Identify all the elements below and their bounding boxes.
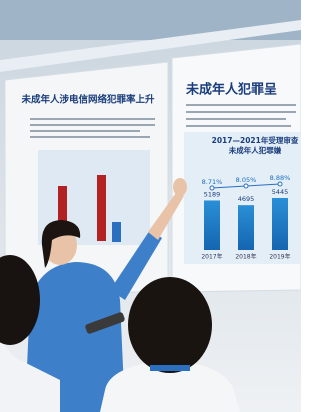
- student-right-hair: [128, 277, 212, 373]
- chart-title: 未成年人犯罪嫌: [229, 145, 282, 155]
- year-label: 2019年: [269, 253, 290, 261]
- bar-value: 5445: [272, 188, 289, 196]
- left-bar: [58, 186, 67, 226]
- bar-value: 5189: [204, 190, 221, 198]
- left-bar: [97, 175, 106, 241]
- rate-dot: [278, 182, 282, 186]
- chart-title: 2017—2021年受理审查: [212, 135, 299, 145]
- right-title: 未成年人犯罪呈: [185, 82, 277, 98]
- bar-value: 4695: [238, 195, 255, 203]
- bar: [204, 200, 220, 250]
- rate-label: 8.05%: [236, 176, 257, 184]
- bar: [238, 205, 254, 250]
- bar: [272, 198, 288, 250]
- rate-dot: [244, 184, 248, 188]
- rate-label: 8.71%: [202, 178, 223, 186]
- left-bar: [112, 222, 121, 242]
- year-label: 2018年: [235, 253, 256, 261]
- rate-dot: [210, 186, 214, 190]
- collar-stripe: [150, 365, 190, 371]
- speaker-hand: [173, 178, 187, 196]
- year-label: 2017年: [201, 253, 222, 261]
- rate-label: 8.88%: [270, 174, 291, 182]
- left-title: 未成年人涉电信网络犯罪率上升: [20, 94, 155, 106]
- photo: 未成年人涉电信网络犯罪率上升 未成年人犯罪呈 2017—2021年受理审查 未成…: [0, 0, 301, 412]
- page: 未成年人涉电信网络犯罪率上升 未成年人犯罪呈 2017—2021年受理审查 未成…: [0, 0, 301, 412]
